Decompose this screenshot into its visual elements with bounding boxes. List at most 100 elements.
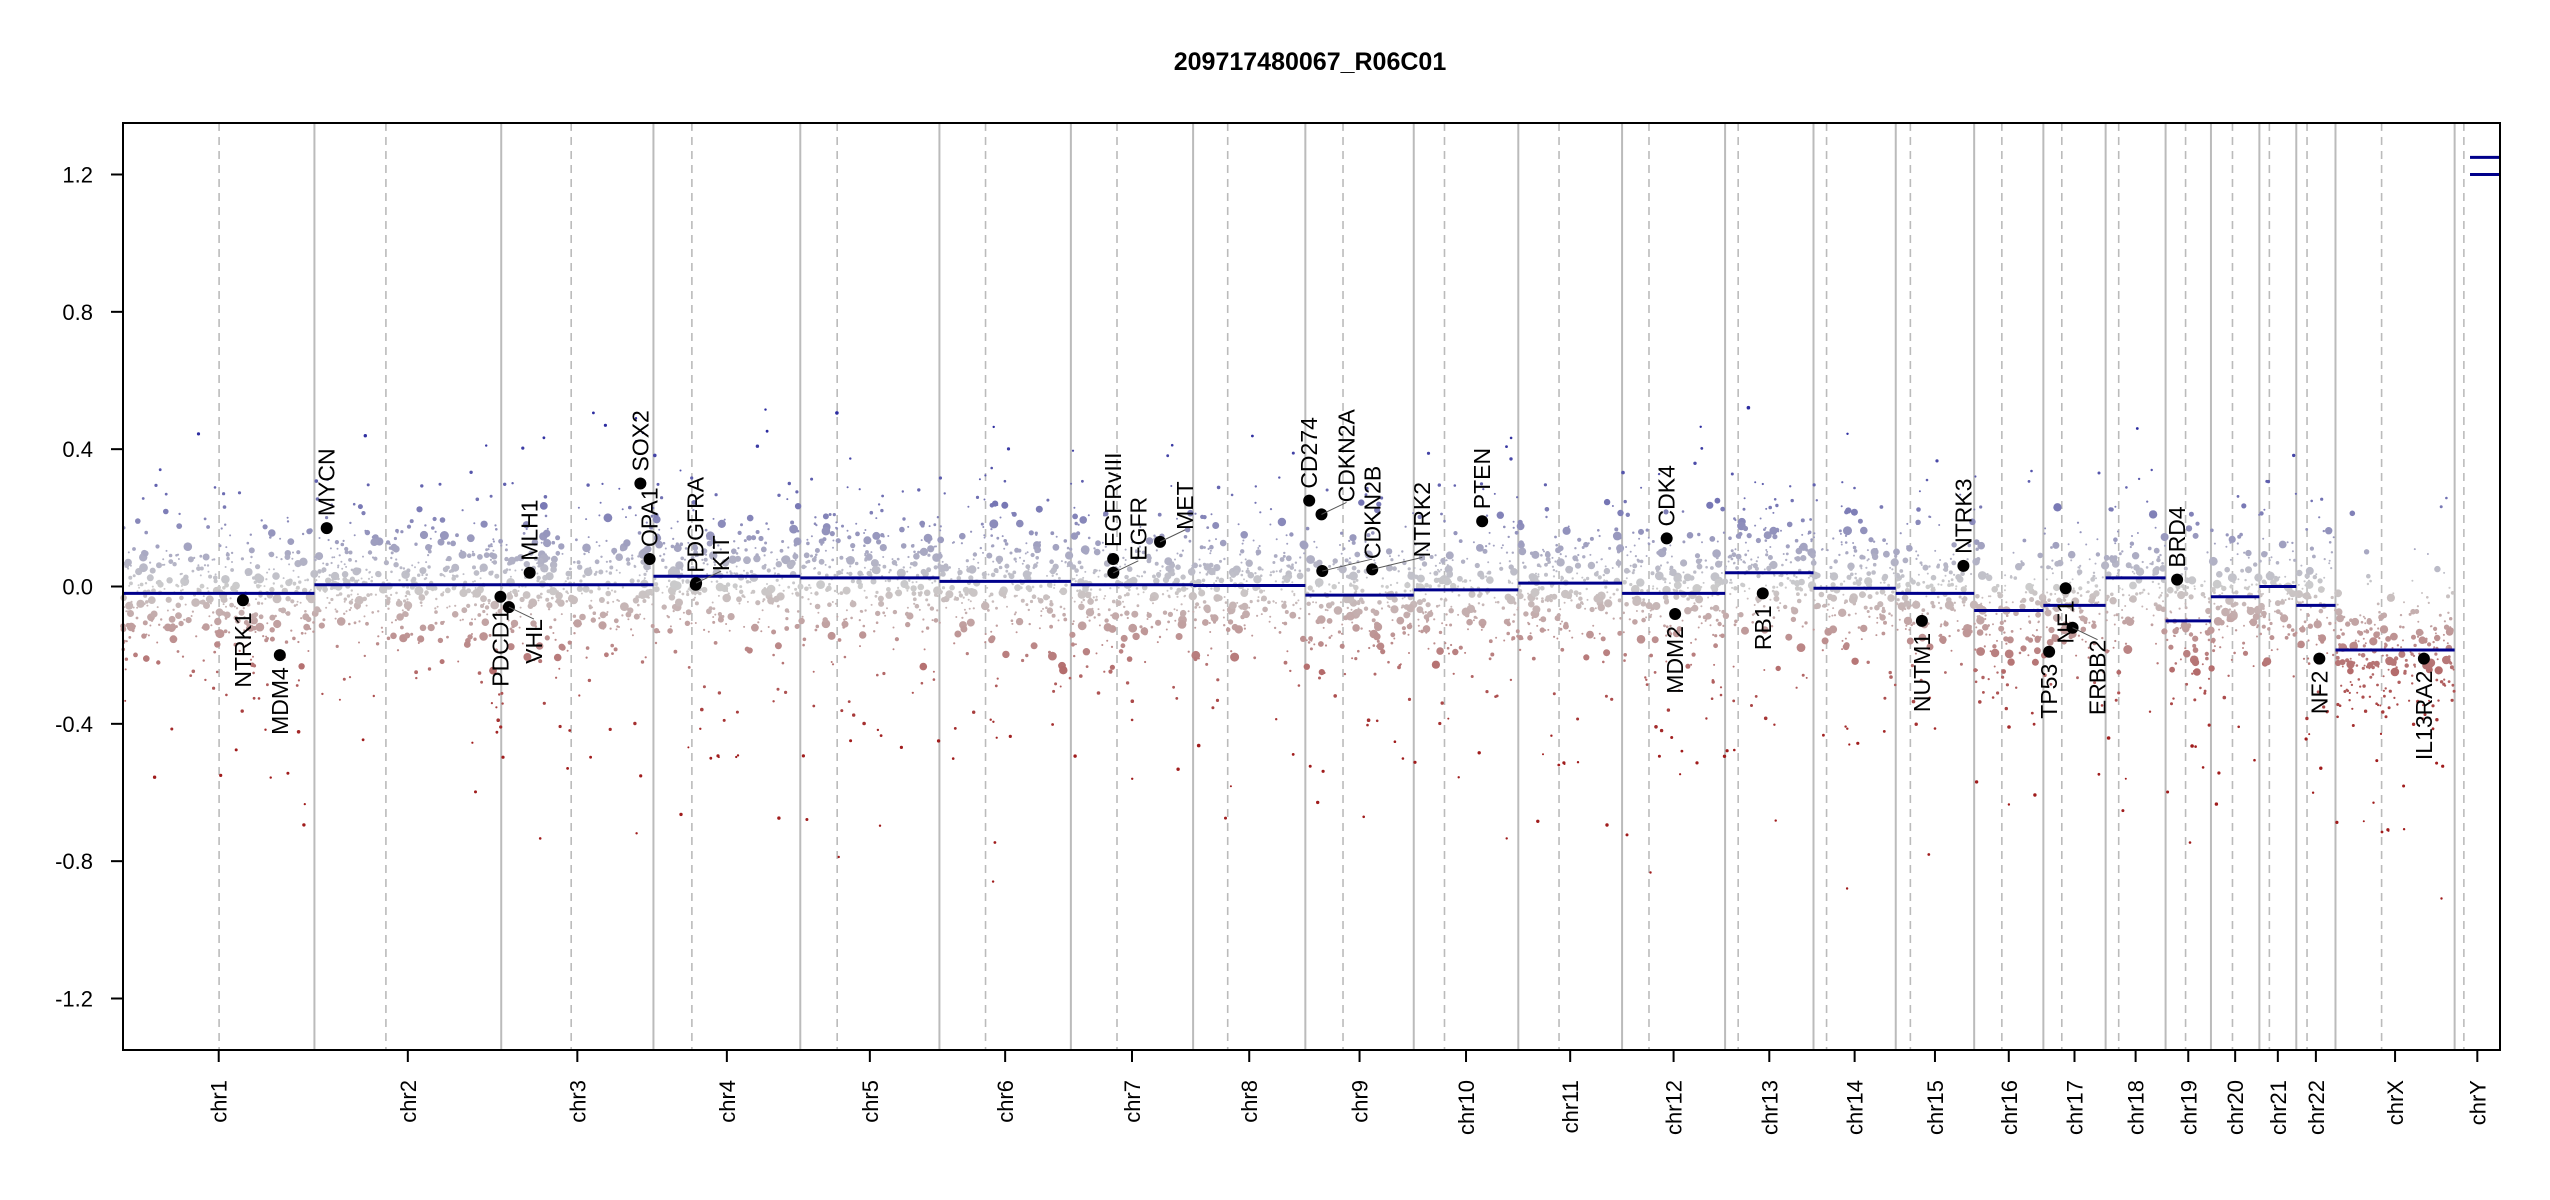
probe-point: [240, 709, 244, 713]
probe-point: [863, 566, 866, 569]
probe-point: [1328, 564, 1332, 568]
probe-point: [1673, 581, 1682, 590]
probe-point: [474, 618, 477, 621]
probe-point: [1152, 574, 1156, 578]
probe-point: [2326, 710, 2330, 713]
probe-point: [616, 598, 619, 602]
probe-point: [1662, 577, 1666, 581]
probe-point: [854, 561, 859, 566]
probe-point: [2307, 662, 2311, 665]
probe-point: [785, 617, 789, 621]
probe-point: [882, 556, 885, 558]
probe-point: [2259, 511, 2264, 516]
probe-point: [1893, 683, 1897, 687]
probe-point: [406, 601, 409, 603]
probe-point: [1074, 568, 1079, 573]
probe-point: [2259, 632, 2262, 636]
probe-point: [342, 539, 345, 543]
probe-point: [625, 557, 631, 562]
probe-point: [2447, 680, 2451, 683]
probe-point: [839, 555, 844, 560]
probe-point: [1528, 600, 1535, 608]
probe-point: [208, 615, 211, 618]
probe-point: [611, 652, 614, 655]
probe-point: [1059, 666, 1068, 675]
probe-point: [1374, 562, 1377, 565]
probe-point: [1785, 552, 1789, 556]
probe-point: [1507, 579, 1510, 582]
probe-point: [318, 609, 322, 613]
probe-point: [1358, 499, 1365, 506]
probe-point: [1140, 575, 1144, 578]
probe-point: [2007, 803, 2011, 806]
probe-point: [1176, 609, 1178, 612]
probe-point: [1139, 625, 1143, 629]
probe-point: [737, 547, 740, 550]
probe-point: [2114, 542, 2117, 545]
probe-point: [1969, 518, 1976, 526]
probe-point: [1891, 590, 1894, 593]
probe-point: [744, 548, 748, 552]
probe-point: [1039, 584, 1043, 588]
probe-point: [245, 626, 249, 630]
probe-point: [814, 628, 818, 632]
probe-point: [1175, 565, 1179, 568]
probe-point: [2192, 670, 2196, 673]
probe-point: [2122, 619, 2127, 625]
probe-point: [2291, 580, 2295, 584]
probe-point: [234, 748, 238, 752]
probe-point: [1376, 642, 1385, 651]
probe-point: [1468, 603, 1471, 606]
probe-point: [1036, 561, 1039, 564]
probe-point: [2159, 565, 2167, 572]
probe-point: [269, 536, 272, 539]
probe-point: [125, 610, 128, 613]
probe-point: [2421, 592, 2423, 594]
probe-point: [1625, 546, 1628, 548]
probe-point: [1438, 630, 1443, 635]
probe-point: [945, 564, 948, 567]
probe-point: [801, 615, 804, 618]
probe-point: [1413, 760, 1417, 764]
probe-point: [831, 601, 834, 603]
probe-point: [402, 567, 406, 570]
probe-point: [1666, 708, 1671, 712]
probe-point: [861, 573, 864, 576]
probe-point: [805, 818, 809, 821]
probe-point: [1307, 585, 1313, 591]
probe-point: [910, 585, 917, 592]
probe-point: [371, 611, 375, 614]
probe-point: [631, 554, 634, 557]
probe-point: [583, 552, 586, 556]
probe-point: [1789, 485, 1792, 488]
probe-point: [1280, 568, 1283, 571]
probe-point: [781, 661, 785, 665]
probe-point: [419, 624, 427, 632]
probe-point: [1730, 581, 1733, 584]
probe-point: [633, 565, 637, 568]
probe-point: [1922, 564, 1929, 571]
probe-point: [463, 641, 471, 648]
probe-point: [1097, 608, 1100, 611]
probe-point: [1682, 580, 1687, 585]
probe-point: [1213, 585, 1221, 593]
probe-point: [1564, 555, 1567, 558]
probe-point: [1059, 685, 1062, 688]
probe-point: [1506, 595, 1516, 605]
probe-point: [222, 492, 226, 496]
probe-point: [982, 551, 984, 554]
probe-point: [537, 557, 544, 564]
probe-point: [1256, 614, 1259, 617]
probe-point: [2201, 766, 2205, 769]
probe-point: [480, 520, 488, 528]
probe-point: [1427, 512, 1430, 515]
probe-point: [569, 567, 572, 571]
probe-point: [1021, 562, 1024, 565]
probe-point: [1132, 632, 1140, 641]
probe-point: [1930, 574, 1937, 581]
probe-point: [2450, 591, 2455, 595]
probe-point: [1638, 537, 1641, 540]
probe-point: [858, 619, 861, 622]
probe-point: [512, 588, 518, 595]
probe-point: [552, 632, 555, 634]
